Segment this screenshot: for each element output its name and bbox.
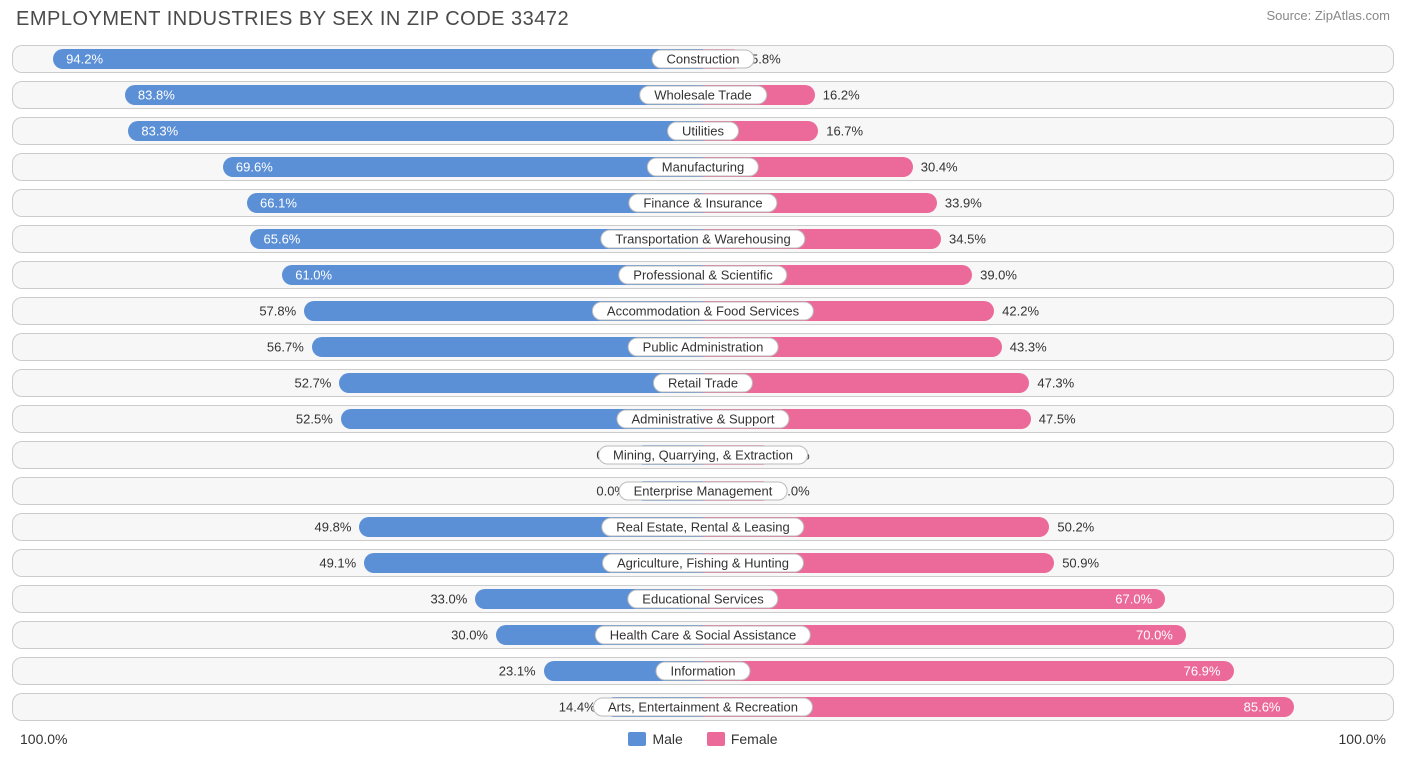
category-label: Mining, Quarrying, & Extraction <box>598 446 808 465</box>
male-swatch <box>628 732 646 746</box>
chart-row: 69.6% 30.4% Manufacturing <box>12 153 1394 181</box>
male-pct-label: 66.1% <box>260 196 297 211</box>
chart-row: 66.1% 33.9% Finance & Insurance <box>12 189 1394 217</box>
category-label: Agriculture, Fishing & Hunting <box>602 554 804 573</box>
female-pct-label: 16.2% <box>823 88 860 103</box>
category-label: Manufacturing <box>647 158 759 177</box>
legend-female-label: Female <box>731 731 778 747</box>
axis-left-label: 100.0% <box>20 731 67 747</box>
chart-row: 56.7% 43.3% Public Administration <box>12 333 1394 361</box>
male-bar <box>125 85 703 105</box>
category-label: Transportation & Warehousing <box>600 230 805 249</box>
chart-legend: 100.0% Male Female 100.0% <box>12 729 1394 747</box>
female-pct-label: 50.2% <box>1057 520 1094 535</box>
chart-row: 14.4% 85.6% Arts, Entertainment & Recreati… <box>12 693 1394 721</box>
legend-male-label: Male <box>652 731 682 747</box>
male-pct-label: 49.1% <box>319 556 356 571</box>
category-label: Retail Trade <box>653 374 753 393</box>
chart-row: 49.1% 50.9% Agriculture, Fishing & Hunting <box>12 549 1394 577</box>
female-pct-label: 39.0% <box>980 268 1017 283</box>
legend-center: Male Female <box>628 731 777 747</box>
category-label: Enterprise Management <box>619 482 788 501</box>
female-pct-label: 16.7% <box>826 124 863 139</box>
chart-row: 52.5% 47.5% Administrative & Support <box>12 405 1394 433</box>
male-bar <box>339 373 703 393</box>
category-label: Information <box>655 662 750 681</box>
female-pct-label: 5.8% <box>751 52 781 67</box>
female-pct-label: 50.9% <box>1062 556 1099 571</box>
female-pct-label: 47.5% <box>1039 412 1076 427</box>
chart-row: 61.0% 39.0% Professional & Scientific <box>12 261 1394 289</box>
female-pct-label: 30.4% <box>921 160 958 175</box>
female-bar <box>703 661 1234 681</box>
female-pct-label: 42.2% <box>1002 304 1039 319</box>
category-label: Utilities <box>667 122 739 141</box>
female-pct-label: 43.3% <box>1010 340 1047 355</box>
male-pct-label: 61.0% <box>295 268 332 283</box>
chart-row: 30.0% 70.0% Health Care & Social Assistanc… <box>12 621 1394 649</box>
male-bar <box>223 157 703 177</box>
category-label: Finance & Insurance <box>628 194 777 213</box>
female-pct-label: 47.3% <box>1037 376 1074 391</box>
chart-title: EMPLOYMENT INDUSTRIES BY SEX IN ZIP CODE… <box>16 8 569 31</box>
female-pct-label: 76.9% <box>1184 664 1221 679</box>
axis-right-label: 100.0% <box>1339 731 1386 747</box>
diverging-bar-chart: 94.2% 5.8%Construction 83.8% 16.2% Wholesale… <box>12 45 1394 721</box>
category-label: Wholesale Trade <box>639 86 767 105</box>
male-pct-label: 33.0% <box>430 592 467 607</box>
chart-row: 33.0% 67.0% Educational Services <box>12 585 1394 613</box>
male-bar <box>128 121 703 141</box>
category-label: Construction <box>652 50 755 69</box>
female-pct-label: 34.5% <box>949 232 986 247</box>
category-label: Educational Services <box>627 590 778 609</box>
chart-row: 49.8% 50.2% Real Estate, Rental & Leasing <box>12 513 1394 541</box>
chart-header: EMPLOYMENT INDUSTRIES BY SEX IN ZIP CODE… <box>12 8 1394 31</box>
category-label: Administrative & Support <box>616 410 789 429</box>
chart-row: 94.2% 5.8%Construction <box>12 45 1394 73</box>
chart-row: 83.8% 16.2% Wholesale Trade <box>12 81 1394 109</box>
chart-row: 0.0%0.0%Enterprise Management <box>12 477 1394 505</box>
female-pct-label: 85.6% <box>1244 700 1281 715</box>
category-label: Public Administration <box>628 338 779 357</box>
legend-item-female: Female <box>707 731 778 747</box>
category-label: Health Care & Social Assistance <box>595 626 811 645</box>
chart-row: 23.1% 76.9% Information <box>12 657 1394 685</box>
male-pct-label: 30.0% <box>451 628 488 643</box>
male-pct-label: 83.8% <box>138 88 175 103</box>
chart-row: 57.8% 42.2% Accommodation & Food Services <box>12 297 1394 325</box>
female-pct-label: 33.9% <box>945 196 982 211</box>
male-pct-label: 49.8% <box>315 520 352 535</box>
male-pct-label: 23.1% <box>499 664 536 679</box>
male-pct-label: 65.6% <box>264 232 301 247</box>
chart-row: 0.0%0.0%Mining, Quarrying, & Extraction <box>12 441 1394 469</box>
chart-row: 52.7% 47.3% Retail Trade <box>12 369 1394 397</box>
male-pct-label: 83.3% <box>141 124 178 139</box>
female-pct-label: 70.0% <box>1136 628 1173 643</box>
chart-row: 65.6% 34.5% Transportation & Warehousing <box>12 225 1394 253</box>
category-label: Arts, Entertainment & Recreation <box>593 698 813 717</box>
female-pct-label: 67.0% <box>1115 592 1152 607</box>
male-pct-label: 57.8% <box>259 304 296 319</box>
category-label: Real Estate, Rental & Leasing <box>601 518 804 537</box>
chart-source: Source: ZipAtlas.com <box>1266 8 1390 23</box>
male-pct-label: 56.7% <box>267 340 304 355</box>
male-pct-label: 14.4% <box>559 700 596 715</box>
legend-item-male: Male <box>628 731 682 747</box>
male-bar <box>53 49 703 69</box>
male-pct-label: 52.5% <box>296 412 333 427</box>
female-swatch <box>707 732 725 746</box>
chart-row: 83.3% 16.7% Utilities <box>12 117 1394 145</box>
male-pct-label: 94.2% <box>66 52 103 67</box>
male-pct-label: 52.7% <box>295 376 332 391</box>
category-label: Professional & Scientific <box>618 266 787 285</box>
category-label: Accommodation & Food Services <box>592 302 814 321</box>
male-pct-label: 69.6% <box>236 160 273 175</box>
